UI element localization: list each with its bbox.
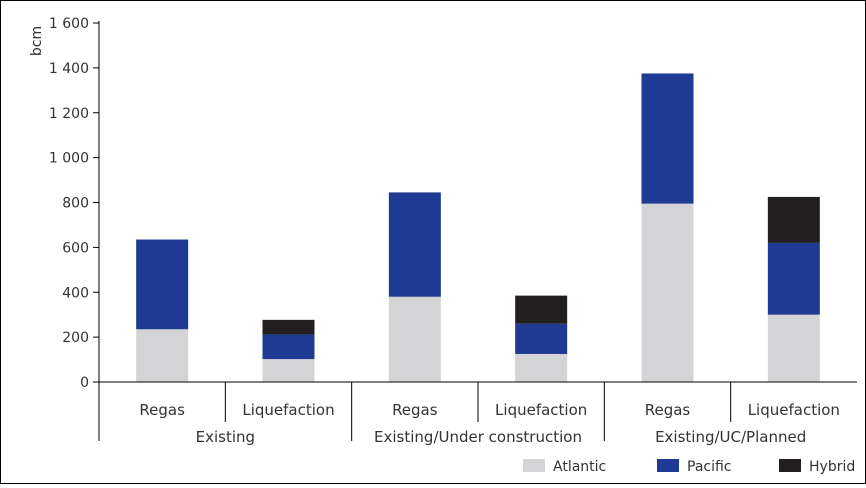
y-axis-label: bcm [29, 26, 45, 56]
x-category-label: Liquefaction [495, 401, 587, 419]
y-tick-label: 0 [80, 375, 89, 391]
x-axis: Regas Liquefaction Regas Liquefaction Regas L… [98, 381, 857, 446]
bar-atlantic-2 [388, 296, 441, 382]
bar-atlantic-5 [767, 314, 820, 382]
legend-swatch-pacific [657, 459, 679, 472]
bar-atlantic-3 [515, 353, 568, 382]
legend-label-pacific: Pacific [687, 459, 732, 475]
legend-swatch-atlantic [523, 459, 545, 472]
bar-pacific-2 [388, 192, 441, 297]
x-group-label: Existing/UC/Planned [655, 428, 806, 446]
y-tick-label: 800 [62, 196, 89, 212]
x-category-label: Regas [392, 401, 438, 419]
legend-label-atlantic: Atlantic [553, 459, 606, 475]
bar-pacific-1 [262, 334, 315, 360]
bars [136, 73, 820, 382]
bar-pacific-3 [515, 323, 568, 354]
bar-hybrid-3 [515, 295, 568, 324]
bar-pacific-0 [136, 239, 189, 330]
bar-atlantic-4 [641, 203, 694, 382]
bar-pacific-4 [641, 73, 694, 204]
bar-pacific-5 [767, 242, 820, 315]
y-tick-label: 1 000 [49, 151, 89, 167]
bar-hybrid-1 [262, 319, 315, 335]
x-category-label: Regas [139, 401, 185, 419]
x-category-label: Liquefaction [748, 401, 840, 419]
bar-hybrid-5 [767, 196, 820, 243]
y-axis: 0 200 400 600 800 1 000 1 200 1 400 1 600 [49, 16, 100, 391]
x-group-label: Existing [196, 428, 255, 446]
bar-atlantic-0 [136, 329, 189, 382]
legend-swatch-hybrid [779, 459, 801, 472]
bar-atlantic-1 [262, 359, 315, 382]
y-tick-label: 1 600 [49, 16, 89, 32]
y-tick-label: 400 [62, 285, 89, 301]
y-tick-label: 600 [62, 240, 89, 256]
x-group-label: Existing/Under construction [374, 428, 582, 446]
x-category-label: Liquefaction [242, 401, 334, 419]
y-tick-label: 1 400 [49, 61, 89, 77]
x-category-label: Regas [645, 401, 691, 419]
y-tick-label: 1 200 [49, 106, 89, 122]
y-tick-label: 200 [62, 330, 89, 346]
legend-label-hybrid: Hybrid [809, 459, 855, 475]
legend: Atlantic Pacific Hybrid [523, 459, 855, 475]
